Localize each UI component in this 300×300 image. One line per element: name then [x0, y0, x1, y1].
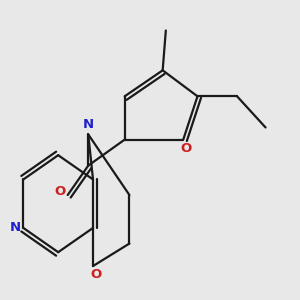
Text: N: N [10, 221, 21, 234]
Text: O: O [54, 185, 65, 198]
Text: O: O [91, 268, 102, 281]
Text: N: N [83, 118, 94, 130]
Text: O: O [181, 142, 192, 155]
